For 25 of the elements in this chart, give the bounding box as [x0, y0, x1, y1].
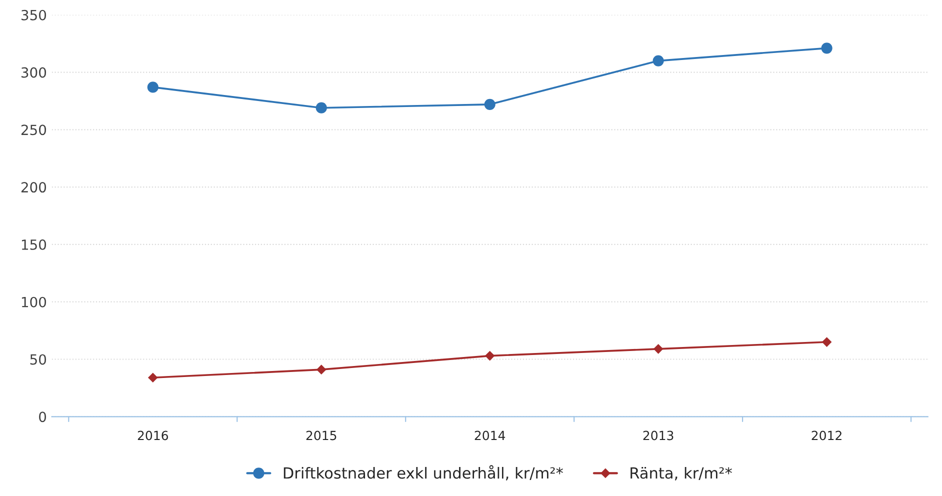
y-tick-label: 100: [22, 296, 46, 308]
point: [822, 337, 832, 347]
point: [821, 42, 832, 54]
y-tick-label: 0: [39, 412, 46, 422]
point: [147, 82, 158, 93]
y-tick-label: 50: [30, 354, 46, 365]
point: [316, 102, 327, 114]
legend-label: Ränta, kr/m²*: [630, 466, 732, 480]
y-tick-label: 200: [21, 182, 46, 193]
x-tick-label: 2016: [138, 430, 168, 440]
y-tick-label: 300: [22, 67, 46, 78]
point: [148, 372, 158, 383]
x-tick-label: 2012: [812, 430, 842, 440]
point: [653, 344, 664, 354]
point: [484, 350, 495, 361]
point: [484, 98, 496, 110]
y-tick-label: 250: [21, 124, 46, 136]
legend-label: Driftkostnader exkl underhåll, kr/m²*: [284, 465, 563, 480]
x-tick-label: 2013: [643, 430, 674, 440]
y-tick-label: 150: [22, 239, 46, 250]
point: [652, 55, 664, 66]
x-tick-label: 2014: [474, 430, 506, 440]
x-tick-label: 2015: [306, 430, 336, 440]
y-tick-label: 350: [22, 10, 46, 20]
point: [316, 364, 326, 374]
